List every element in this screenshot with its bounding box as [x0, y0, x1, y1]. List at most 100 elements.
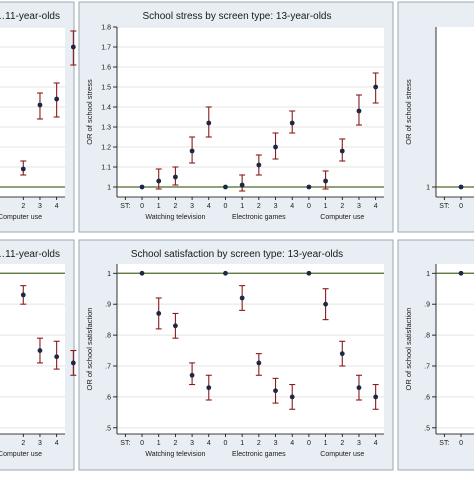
x-tick-label: 3: [357, 203, 361, 210]
x-tick-label: 0: [459, 203, 463, 210]
data-point: [323, 178, 328, 184]
x-tick-label: 4: [207, 203, 211, 210]
plot-area: [117, 27, 384, 197]
data-point: [20, 166, 26, 172]
y-tick-label: 1.4: [101, 105, 111, 112]
x-tick-label: 3: [38, 440, 42, 447]
data-point: [37, 348, 43, 353]
data-point: [273, 144, 278, 150]
x-tick-label: 1: [324, 440, 328, 447]
data-point: [239, 295, 245, 301]
x-tick-label: ST:: [439, 203, 449, 210]
x-tick-label: 2: [21, 440, 25, 447]
y-tick-label: 1.5: [101, 85, 111, 92]
data-point: [373, 84, 379, 90]
group-label: Computer use: [0, 451, 42, 458]
data-point: [206, 120, 212, 126]
chart-title: School satisfaction by screen type: 13-y…: [131, 249, 343, 260]
x-tick-label: 3: [38, 203, 42, 210]
data-point: [306, 184, 312, 190]
data-point: [223, 184, 228, 190]
data-point: [54, 96, 60, 102]
chart-title: …11-year-olds: [0, 249, 60, 260]
x-tick-label: 2: [173, 203, 177, 210]
plot-area: [0, 264, 65, 434]
x-tick-label: 0: [140, 203, 144, 210]
y-tick-label: .8: [424, 333, 430, 340]
x-tick-label: 2: [340, 203, 344, 210]
x-tick-label: 0: [459, 440, 463, 447]
data-point: [339, 148, 345, 154]
group-label: Computer use: [320, 214, 364, 221]
x-tick-label: 1: [240, 203, 244, 210]
group-label: Watching television: [145, 451, 205, 458]
data-point: [206, 385, 212, 391]
data-point: [70, 44, 76, 50]
x-tick-label: 3: [274, 440, 278, 447]
data-point: [239, 182, 245, 188]
y-tick-label: .5: [105, 425, 111, 432]
plot-area: [0, 27, 65, 197]
x-tick-label: 1: [324, 203, 328, 210]
data-point: [289, 120, 295, 126]
y-tick-label: 1.7: [101, 45, 111, 52]
chart-panel-0: 1 1.1 1.2 1.3 1.4 1.5 1.6 1.7 1.8 ST: 0 1 2 3 4 0 1 2 3 4 0 1…: [78, 1, 394, 233]
data-point: [223, 270, 228, 276]
x-tick-label: 4: [374, 203, 378, 210]
data-point: [323, 301, 328, 307]
data-point: [356, 385, 362, 391]
x-tick-label: 4: [207, 440, 211, 447]
x-tick-label: 2: [257, 203, 261, 210]
data-point: [37, 102, 43, 108]
data-point: [139, 184, 145, 190]
x-tick-label: 2: [173, 440, 177, 447]
x-tick-label: 4: [55, 203, 59, 210]
y-tick-label: .6: [105, 394, 111, 401]
data-point: [373, 394, 379, 400]
y-axis-label: OR of school stress: [85, 79, 94, 145]
x-tick-label: 4: [374, 440, 378, 447]
chart-panel-2: 2 3 4 Computer use …11-year-olds: [0, 1, 77, 233]
data-point: [156, 311, 162, 316]
data-point: [356, 108, 362, 114]
x-tick-label: 0: [307, 203, 311, 210]
y-axis-label: OR of school stress: [404, 79, 413, 145]
group-label: Electronic games: [232, 451, 286, 458]
y-tick-label: 1.1: [101, 165, 111, 172]
x-tick-label: 2: [21, 203, 25, 210]
x-tick-label: 0: [224, 203, 228, 210]
x-tick-label: 2: [257, 440, 261, 447]
y-axis-label: OR of school satisfaction: [85, 308, 94, 391]
data-point: [189, 372, 195, 378]
data-point: [256, 360, 262, 366]
x-tick-label: 0: [224, 440, 228, 447]
chart-title: School stress by screen type: 13-year-ol…: [143, 11, 332, 22]
data-point: [306, 270, 312, 276]
data-point: [289, 394, 295, 400]
x-tick-label: 4: [55, 440, 59, 447]
plot-area: [436, 27, 474, 197]
y-tick-label: .6: [424, 394, 430, 401]
x-tick-label: 1: [157, 203, 161, 210]
x-tick-label: ST:: [120, 203, 130, 210]
y-tick-label: 1: [426, 271, 430, 278]
y-tick-label: .8: [105, 333, 111, 340]
x-tick-label: 1: [240, 440, 244, 447]
data-point: [20, 292, 26, 298]
y-tick-label: 1.3: [101, 125, 111, 132]
y-tick-label: .7: [105, 364, 111, 371]
x-tick-label: 3: [357, 440, 361, 447]
group-label: Electronic games: [232, 214, 286, 221]
x-tick-label: 4: [290, 203, 294, 210]
data-point: [173, 323, 178, 329]
y-tick-label: .9: [424, 302, 430, 309]
data-point: [70, 360, 76, 366]
y-tick-label: 1: [107, 185, 111, 192]
data-point: [256, 162, 262, 168]
x-tick-label: 4: [290, 440, 294, 447]
y-tick-label: .7: [424, 364, 430, 371]
